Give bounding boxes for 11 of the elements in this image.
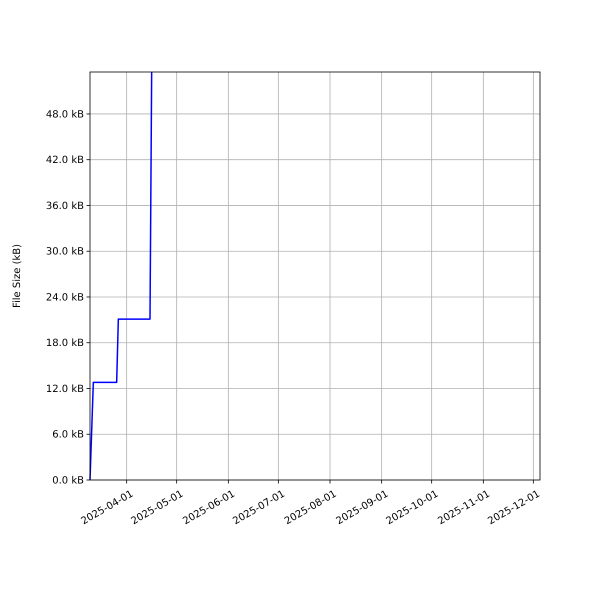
y-tick-label: 0.0 kB — [52, 476, 84, 486]
y-tick-label: 6.0 kB — [52, 430, 84, 441]
y-tick-label: 18.0 kB — [46, 338, 84, 350]
y-tick-label: 12.0 kB — [46, 384, 84, 395]
y-tick-label: 48.0 kB — [46, 109, 84, 120]
y-tick-label: 30.0 kB — [46, 246, 84, 258]
line-series — [89, 71, 152, 481]
y-tick-label: 36.0 kB — [46, 200, 84, 212]
y-axis-title: File Size (kB) — [12, 244, 23, 308]
y-tick-label: 42.0 kB — [46, 155, 84, 166]
y-tick-label: 24.0 kB — [46, 292, 84, 304]
